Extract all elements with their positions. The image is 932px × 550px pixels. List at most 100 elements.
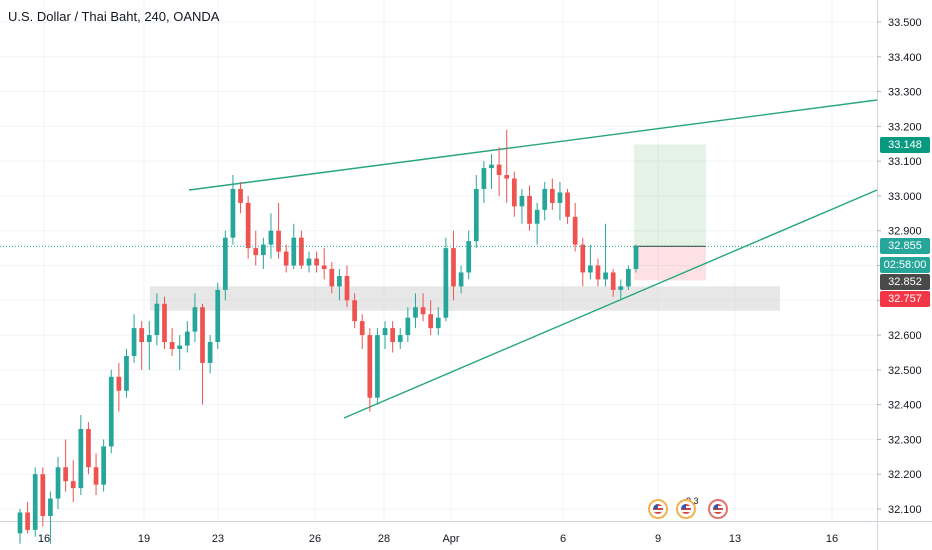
- candle-body: [63, 467, 68, 482]
- support-zone: [150, 286, 780, 311]
- candle-body: [542, 188, 548, 210]
- candle-body: [139, 328, 145, 343]
- x-tick-label: 6: [560, 533, 566, 545]
- candle-body: [291, 237, 297, 266]
- candle-body: [504, 175, 510, 179]
- candle-body: [70, 481, 76, 489]
- candle-body: [595, 265, 601, 280]
- candle-body: [40, 474, 46, 516]
- candle-body: [222, 237, 228, 290]
- candle-body: [390, 328, 395, 343]
- y-tick-label: 33.400: [888, 52, 922, 64]
- candle-body: [588, 265, 593, 273]
- candle-body: [32, 474, 38, 530]
- candle-body: [466, 241, 472, 273]
- candle-body: [527, 195, 532, 224]
- candle-body: [162, 303, 167, 343]
- candle-body: [78, 428, 84, 489]
- candle-body: [329, 268, 335, 287]
- candle-body: [367, 335, 373, 398]
- y-tick-label: 32.600: [888, 330, 922, 342]
- candle-body: [146, 335, 152, 343]
- candle-body: [626, 268, 631, 287]
- candle-body: [428, 314, 434, 329]
- x-tick-label: 23: [212, 533, 224, 545]
- x-tick-label: 16: [38, 533, 50, 545]
- candle-body: [306, 258, 312, 266]
- lower-trendline: [343, 189, 878, 419]
- candle-body: [245, 202, 251, 249]
- candle-body: [314, 258, 319, 266]
- x-tick-label: 26: [309, 533, 321, 545]
- candle-body: [420, 307, 426, 315]
- price-tag: 32.757: [880, 291, 930, 307]
- y-tick-label: 32.100: [888, 504, 922, 516]
- candle-body: [230, 188, 236, 238]
- candle-body: [17, 512, 23, 534]
- candle-body: [344, 275, 350, 301]
- profit-zone: [634, 144, 706, 247]
- candle-body: [633, 246, 639, 269]
- candle-body: [93, 467, 99, 485]
- candle-body: [116, 376, 122, 391]
- candle-body: [382, 328, 388, 336]
- candle-body: [519, 195, 525, 207]
- candle-body: [557, 192, 563, 203]
- candle-body: [618, 286, 624, 290]
- candle-body: [184, 331, 190, 346]
- candle-body: [276, 230, 281, 252]
- candle-body: [101, 446, 107, 485]
- y-tick-label: 32.900: [888, 226, 922, 238]
- candle-body: [352, 300, 357, 322]
- candle-body: [283, 251, 289, 266]
- candle-body: [192, 307, 198, 332]
- candle-body: [86, 428, 91, 468]
- us-flag-event-icon[interactable]: [676, 499, 696, 519]
- y-tick-label: 32.200: [888, 469, 922, 481]
- price-tag: 33.148: [880, 137, 930, 153]
- upper-trendline: [188, 99, 878, 191]
- candle-body: [321, 265, 327, 269]
- candle-body: [451, 248, 456, 287]
- y-tick-label: 32.500: [888, 365, 922, 377]
- candle-body: [496, 164, 502, 176]
- candle-body: [299, 237, 304, 266]
- candle-body: [549, 188, 555, 203]
- candle-body: [489, 164, 494, 169]
- candle-body: [268, 230, 274, 245]
- y-tick-label: 33.200: [888, 121, 922, 133]
- candle-body: [48, 498, 53, 516]
- y-tick-label: 33.100: [888, 156, 922, 168]
- us-flag-event-icon[interactable]: [708, 499, 728, 519]
- candle-body: [473, 188, 479, 242]
- candle-body: [200, 307, 205, 363]
- y-tick-label: 33.300: [888, 87, 922, 99]
- price-tag: 02:58:00: [880, 257, 930, 273]
- candle-body: [603, 272, 608, 280]
- candle-body: [413, 307, 418, 318]
- candle-body: [405, 317, 411, 336]
- loss-zone: [634, 246, 706, 281]
- price-tag: 32.852: [880, 274, 930, 290]
- candle-body: [572, 216, 578, 245]
- y-tick-label: 33.000: [888, 191, 922, 203]
- candle-body: [55, 467, 61, 499]
- candle-body: [215, 289, 221, 343]
- candle-body: [359, 321, 365, 336]
- candle-body: [610, 272, 616, 290]
- x-tick-label: 16: [826, 533, 838, 545]
- x-tick-label: 13: [729, 533, 741, 545]
- candle-body: [131, 328, 137, 356]
- us-flag-event-icon[interactable]: [648, 499, 668, 519]
- y-tick-label: 32.300: [888, 434, 922, 446]
- candle-body: [458, 272, 464, 287]
- candle-body: [534, 209, 540, 224]
- price-tag: 32.855: [880, 238, 930, 254]
- candle-body: [124, 355, 129, 391]
- candle-body: [25, 512, 30, 530]
- candle-body: [397, 335, 403, 343]
- candle-body: [580, 244, 586, 273]
- x-tick-label: 19: [138, 533, 150, 545]
- candle-body: [108, 376, 114, 447]
